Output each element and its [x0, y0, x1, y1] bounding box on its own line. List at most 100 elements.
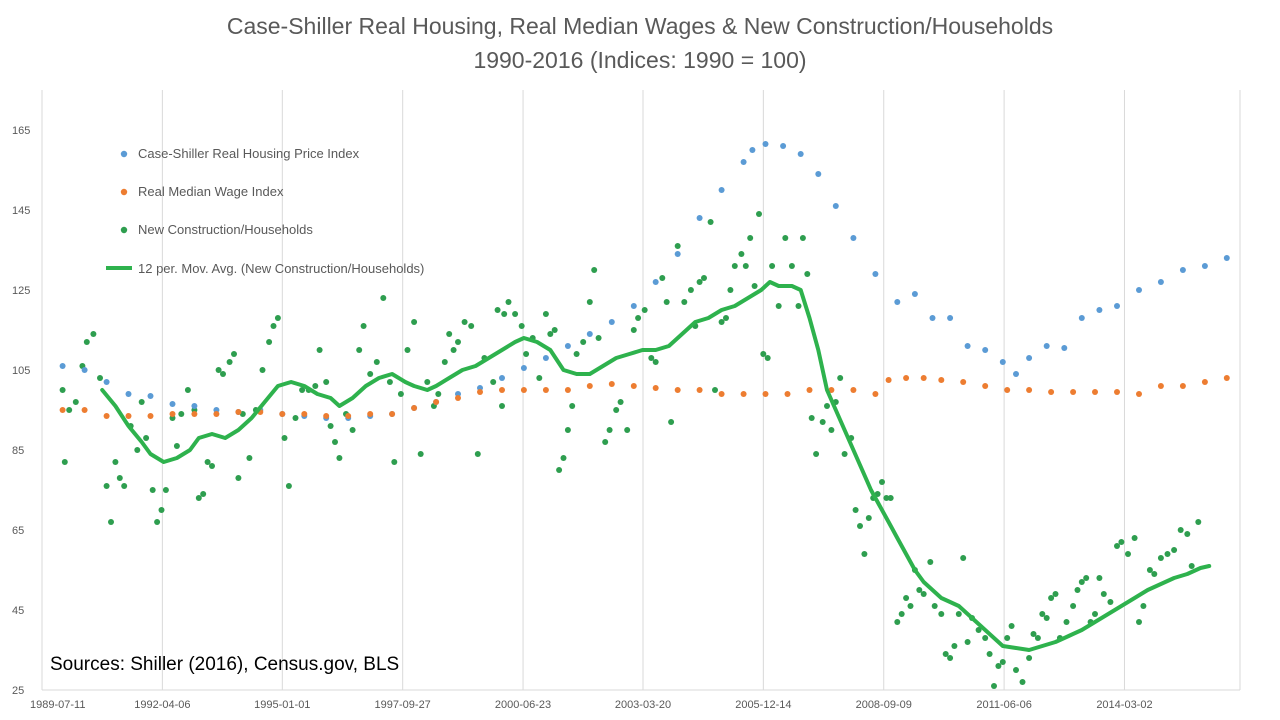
- data-point: [580, 339, 587, 345]
- data-point: [806, 387, 813, 393]
- data-point: [435, 391, 442, 397]
- moving-average-line: [100, 280, 1212, 652]
- data-point: [1043, 615, 1050, 621]
- data-point: [266, 339, 273, 345]
- data-point: [602, 439, 609, 445]
- data-point: [1223, 255, 1230, 261]
- legend-label-moving-average: 12 per. Mov. Avg. (New Construction/Hous…: [138, 261, 424, 276]
- data-point: [404, 347, 411, 353]
- data-point: [411, 405, 418, 411]
- data-point: [1188, 563, 1195, 569]
- data-point: [59, 387, 66, 393]
- data-point: [947, 655, 954, 661]
- data-point: [279, 411, 286, 417]
- data-point: [259, 367, 266, 373]
- data-point: [312, 383, 319, 389]
- data-point: [1118, 539, 1125, 545]
- data-point: [808, 415, 815, 421]
- data-point: [474, 451, 481, 457]
- data-point: [751, 283, 758, 289]
- data-point: [815, 171, 822, 177]
- data-point: [595, 335, 602, 341]
- data-point: [1151, 571, 1158, 577]
- data-point: [360, 323, 367, 329]
- data-point: [154, 519, 161, 525]
- data-point: [1136, 391, 1142, 397]
- data-point: [59, 407, 66, 413]
- chart-subtitle: 1990-2016 (Indices: 1990 = 100): [473, 47, 806, 73]
- data-point: [613, 407, 620, 413]
- data-point: [281, 435, 288, 441]
- data-point: [841, 451, 848, 457]
- data-point: [235, 409, 242, 415]
- data-point: [938, 377, 945, 383]
- data-point: [663, 299, 670, 305]
- data-point: [824, 403, 830, 409]
- x-tick-label: 2003-03-20: [615, 699, 671, 711]
- data-point: [209, 463, 215, 469]
- data-point: [1070, 603, 1077, 609]
- data-point: [982, 347, 989, 353]
- data-point: [872, 271, 879, 277]
- data-point: [1052, 591, 1059, 597]
- data-point: [624, 427, 631, 433]
- data-point: [81, 407, 88, 413]
- legend: Case-Shiller Real Housing Price Index Re…: [106, 146, 424, 276]
- data-point: [668, 419, 675, 425]
- data-point: [112, 459, 119, 465]
- data-point: [885, 377, 892, 383]
- data-point: [760, 351, 767, 357]
- data-point: [674, 387, 681, 393]
- data-point: [1179, 267, 1186, 273]
- data-point: [1004, 635, 1011, 641]
- data-point: [200, 491, 207, 497]
- data-point: [147, 413, 154, 419]
- data-point: [367, 411, 374, 417]
- data-point: [964, 343, 971, 349]
- data-point: [861, 551, 868, 557]
- data-point: [274, 315, 281, 321]
- data-point: [804, 271, 811, 277]
- x-tick-label: 2011-06-06: [976, 699, 1031, 711]
- data-point: [696, 387, 703, 393]
- x-axis-ticks: 1989-07-11 1992-04-06 1995-01-01 1997-09-27…: [30, 699, 1153, 711]
- data-point: [569, 403, 576, 409]
- data-point: [920, 591, 927, 597]
- data-point: [494, 307, 501, 313]
- data-point: [336, 455, 343, 461]
- data-point: [696, 215, 703, 221]
- legend-marker-construction: [120, 226, 128, 234]
- data-point: [942, 651, 949, 657]
- data-point: [630, 303, 637, 309]
- data-point: [220, 371, 226, 377]
- series-3: [100, 280, 1212, 652]
- data-point: [66, 407, 73, 413]
- data-point: [727, 287, 734, 293]
- data-point: [169, 401, 176, 407]
- y-tick-label: 145: [12, 205, 30, 217]
- data-point: [323, 379, 330, 385]
- chart-title: Case-Shiller Real Housing, Real Median W…: [227, 13, 1053, 39]
- data-point: [819, 419, 826, 425]
- data-point: [797, 151, 804, 157]
- data-point: [911, 291, 918, 297]
- data-point: [1092, 389, 1098, 395]
- y-tick-label: 125: [12, 285, 30, 297]
- data-point: [367, 371, 374, 377]
- data-point: [505, 299, 512, 305]
- data-point: [1078, 579, 1085, 585]
- data-point: [138, 399, 145, 405]
- data-point: [894, 299, 901, 305]
- data-point: [857, 523, 863, 529]
- legend-label-construction: New Construction/Households: [138, 222, 313, 237]
- data-point: [147, 393, 154, 399]
- data-point: [635, 315, 642, 321]
- data-point: [784, 391, 791, 397]
- data-point: [1164, 551, 1171, 557]
- data-point: [270, 323, 277, 329]
- data-point: [556, 467, 563, 473]
- data-point: [828, 387, 835, 393]
- data-point: [1013, 667, 1019, 673]
- data-point: [564, 387, 571, 393]
